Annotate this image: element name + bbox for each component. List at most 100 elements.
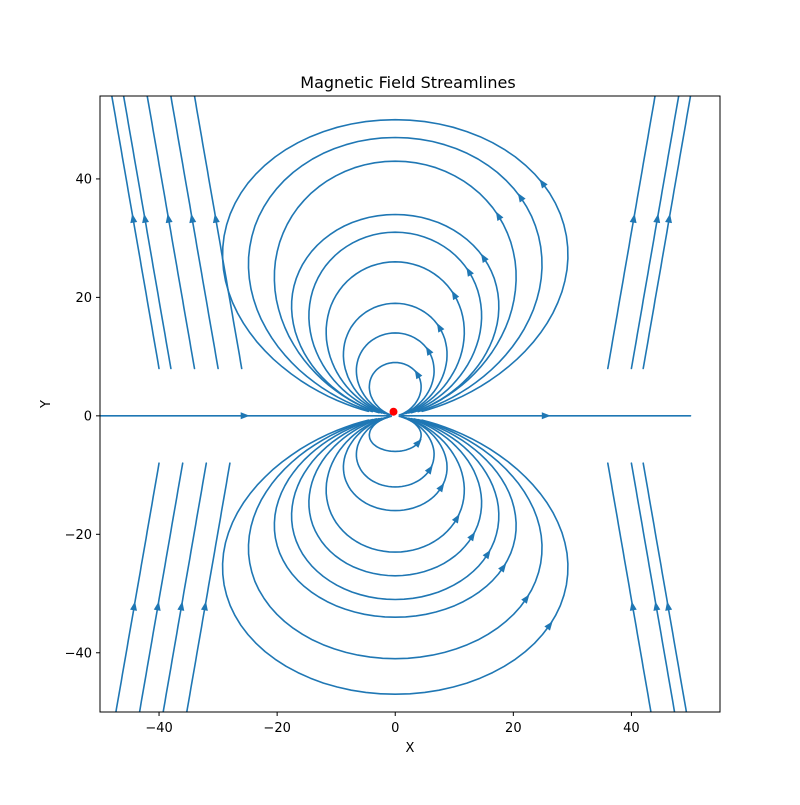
- streamline-path: [115, 462, 160, 712]
- streamline-open-5: [607, 96, 656, 370]
- streamline-path: [221, 118, 569, 413]
- streamline-path: [122, 96, 172, 370]
- streamline-loop-11: [342, 416, 448, 512]
- streamline-path: [185, 462, 231, 712]
- streamline-path: [342, 302, 448, 415]
- streamline-path: [355, 416, 435, 488]
- y-axis-ticks: −40 −20 0 20 40: [65, 172, 100, 661]
- streamlines-layer: [100, 96, 692, 712]
- streamline-arrow: [521, 594, 530, 604]
- streamline-arrow: [495, 211, 504, 222]
- streamline-path: [325, 417, 466, 553]
- y-axis-label: Y: [39, 400, 54, 409]
- y-tick-label: −40: [65, 646, 92, 661]
- streamline-arrow: [466, 267, 474, 277]
- streamline-loop-8: [221, 118, 569, 413]
- streamline-open-6: [630, 96, 680, 370]
- streamline-axis-0: [100, 412, 391, 420]
- streamline-path: [273, 160, 517, 413]
- y-tick-label: 40: [75, 172, 92, 187]
- chart-title: Magnetic Field Streamlines: [300, 73, 515, 92]
- streamline-loop-17: [221, 419, 569, 695]
- streamline-open-4: [193, 96, 243, 370]
- streamline-arrow: [189, 213, 197, 224]
- streamline-arrow: [451, 514, 460, 524]
- streamline-arrow: [436, 482, 445, 493]
- streamline-open-10: [162, 462, 208, 712]
- streamline-arrow: [177, 601, 185, 611]
- streamline-arrow: [517, 192, 526, 203]
- x-tick-label: −40: [145, 721, 172, 736]
- streamline-arrow: [200, 601, 208, 611]
- streamline-arrow: [142, 213, 150, 224]
- streamline-loop-4: [308, 231, 483, 414]
- streamline-open-2: [146, 96, 196, 370]
- streamline-path: [290, 213, 500, 414]
- streamline-path: [193, 96, 243, 370]
- streamline-open-0: [111, 96, 160, 370]
- streamline-loop-0: [368, 361, 423, 416]
- streamline-arrow: [414, 369, 423, 380]
- streamline-path: [642, 96, 692, 370]
- streamline-open-12: [607, 462, 652, 712]
- streamline-arrow: [665, 213, 672, 224]
- streamline-arrow: [130, 213, 138, 224]
- x-axis-ticks: −40 −20 0 20 40: [145, 712, 640, 736]
- streamline-path: [111, 96, 160, 370]
- streamline-arrow: [212, 213, 220, 224]
- streamline-path: [630, 96, 680, 370]
- streamline-path: [138, 462, 184, 712]
- y-tick-label: 0: [84, 409, 92, 424]
- streamline-arrow: [451, 290, 460, 301]
- streamline-arrow: [424, 465, 433, 475]
- streamline-path: [170, 96, 219, 370]
- streamline-path: [355, 332, 435, 416]
- x-tick-label: −20: [263, 721, 290, 736]
- streamline-open-14: [642, 462, 688, 712]
- streamline-loop-10: [355, 416, 435, 488]
- streamline-arrow: [165, 213, 173, 224]
- streamline-open-8: [115, 462, 160, 712]
- streamline-arrow: [498, 563, 507, 573]
- plot-frame: [99, 95, 721, 713]
- streamline-loop-12: [325, 417, 466, 553]
- streamline-path: [290, 417, 500, 601]
- streamline-open-11: [185, 462, 231, 712]
- streamline-arrow: [153, 601, 161, 611]
- streamline-open-3: [170, 96, 219, 370]
- streamline-arrow: [629, 213, 637, 224]
- streamline-arrow: [653, 213, 661, 224]
- streamline-arrow: [653, 601, 661, 611]
- streamline-path: [247, 136, 543, 413]
- streamline-path: [607, 96, 656, 370]
- streamline-path: [607, 462, 652, 712]
- streamline-path: [325, 261, 466, 415]
- streamline-open-9: [138, 462, 184, 712]
- streamline-arrow: [629, 601, 637, 611]
- streamline-path: [642, 462, 688, 712]
- streamline-arrow: [480, 253, 489, 263]
- x-axis-label: X: [406, 741, 415, 756]
- streamline-open-7: [642, 96, 692, 370]
- source-marker: [389, 407, 398, 416]
- streamline-arrow: [467, 531, 476, 542]
- streamline-path: [273, 418, 517, 618]
- x-tick-label: 0: [391, 721, 399, 736]
- streamline-path: [308, 231, 483, 414]
- streamline-path: [162, 462, 208, 712]
- streamline-loop-14: [290, 417, 500, 601]
- streamline-loop-1: [355, 332, 435, 416]
- streamline-loop-16: [247, 418, 543, 660]
- y-tick-label: −20: [65, 528, 92, 543]
- streamline-arrow: [413, 438, 422, 448]
- streamline-path: [630, 462, 676, 712]
- streamline-arrow: [539, 179, 548, 189]
- streamline-loop-7: [247, 136, 543, 413]
- x-tick-label: 40: [623, 721, 640, 736]
- y-tick-label: 20: [75, 291, 92, 306]
- streamline-path: [308, 417, 483, 577]
- streamline-arrow: [130, 601, 137, 611]
- streamline-open-13: [630, 462, 676, 712]
